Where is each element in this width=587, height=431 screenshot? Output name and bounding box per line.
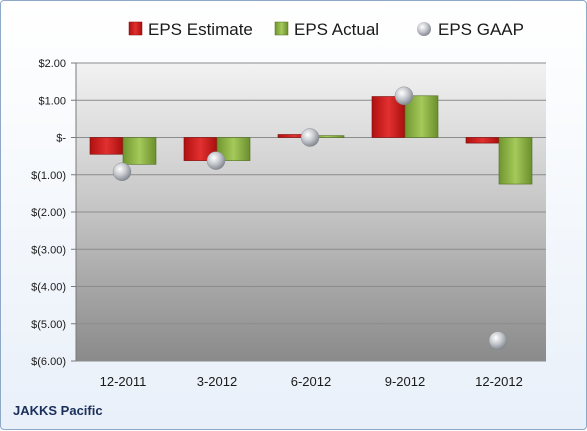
marker-eps-gaap bbox=[300, 128, 320, 147]
x-tick-label: 9-2012 bbox=[385, 374, 425, 389]
legend: EPS Estimate EPS Actual EPS GAAP bbox=[128, 20, 524, 39]
x-tick-label: 6-2012 bbox=[291, 374, 331, 389]
legend-item-eps-gaap: EPS GAAP bbox=[417, 20, 524, 39]
legend-swatch-eps-gaap bbox=[417, 22, 431, 36]
y-tick-label: $- bbox=[56, 133, 66, 145]
bar-eps-actual bbox=[404, 95, 439, 138]
company-name: JAKKS Pacific bbox=[13, 403, 103, 418]
marker-eps-gaap bbox=[394, 86, 414, 105]
y-tick-label: $(4.00) bbox=[31, 282, 66, 294]
gaap-markers bbox=[112, 86, 508, 350]
y-tick-label: $1.00 bbox=[38, 95, 66, 107]
y-tick-label: $(1.00) bbox=[31, 170, 66, 182]
legend-label-eps-gaap: EPS GAAP bbox=[438, 20, 524, 39]
marker-eps-gaap bbox=[488, 331, 508, 350]
y-tick-label: $(6.00) bbox=[31, 356, 66, 368]
x-tick-label: 12-2012 bbox=[475, 374, 523, 389]
bar-eps-actual bbox=[216, 137, 251, 161]
marker-eps-gaap bbox=[112, 162, 132, 181]
x-tick-label: 3-2012 bbox=[197, 374, 237, 389]
y-tick-label: $(2.00) bbox=[31, 207, 66, 219]
x-tick-label: 12-2011 bbox=[100, 374, 147, 389]
legend-swatch-eps-estimate bbox=[128, 21, 143, 36]
x-axis-labels: 12-2011 3-2012 6-2012 9-2012 12-2012 bbox=[100, 374, 523, 389]
y-tick-label: $2.00 bbox=[38, 58, 66, 70]
legend-item-eps-actual: EPS Actual bbox=[274, 20, 379, 39]
bar-eps-actual bbox=[122, 137, 157, 165]
legend-label-eps-estimate: EPS Estimate bbox=[148, 20, 253, 39]
y-axis-ticks: $2.00 $1.00 $- $(1.00) $(2.00) $(3.00) $(4.00)… bbox=[31, 58, 77, 368]
y-tick-label: $(3.00) bbox=[31, 244, 66, 256]
legend-swatch-eps-actual bbox=[274, 21, 289, 36]
bar-eps-estimate bbox=[89, 137, 124, 155]
bar-eps-estimate bbox=[465, 137, 500, 144]
bar-eps-actual bbox=[498, 137, 533, 185]
marker-eps-gaap bbox=[206, 151, 226, 170]
legend-label-eps-actual: EPS Actual bbox=[294, 20, 379, 39]
legend-item-eps-estimate: EPS Estimate bbox=[128, 20, 253, 39]
y-tick-label: $(5.00) bbox=[31, 319, 66, 331]
